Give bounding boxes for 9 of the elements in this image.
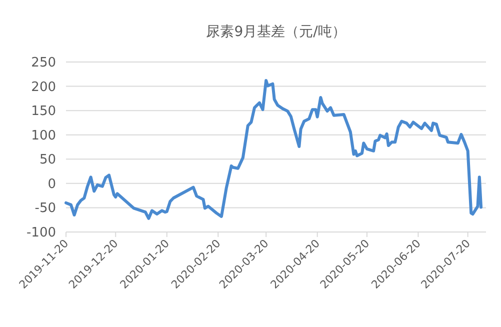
- y-tick-label: 50: [39, 152, 56, 168]
- y-tick-label: 200: [31, 80, 56, 95]
- y-tick-label: 100: [31, 128, 56, 144]
- y-tick-label: -50: [34, 201, 56, 216]
- y-tick-label: 250: [31, 56, 56, 70]
- title: 尿素9月基差（元/吨）: [206, 24, 346, 40]
- y-tick-label: -100: [26, 226, 56, 240]
- y-tick-label: 0: [48, 176, 56, 192]
- y-tick-label: 150: [31, 104, 56, 120]
